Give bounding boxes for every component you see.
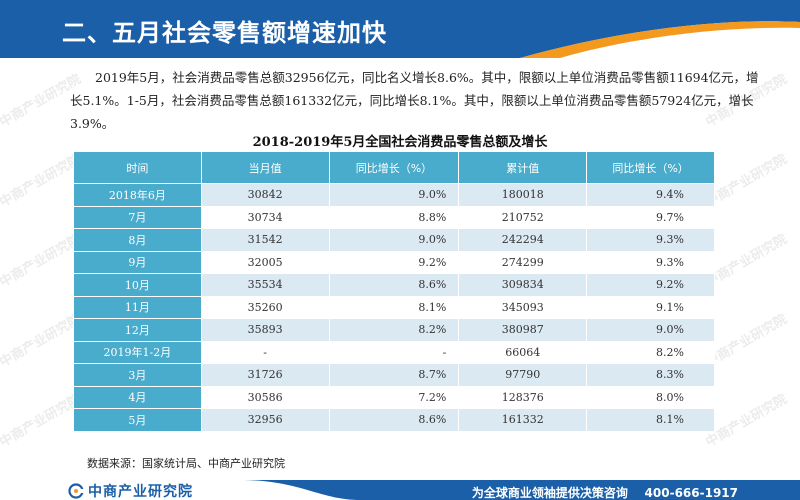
row-time: 12月	[73, 318, 202, 342]
row-cumulative: 274299	[458, 250, 588, 274]
row-time: 8月	[73, 228, 202, 252]
row-cumulative-yoy: 9.7%	[586, 205, 715, 229]
row-time: 4月	[73, 385, 202, 409]
row-time: 9月	[73, 250, 202, 274]
table-row: 2018年6月 30842 9.0% 180018 9.4%	[73, 183, 715, 207]
row-cumulative-yoy: 9.0%	[586, 318, 715, 342]
row-month-yoy: 9.0%	[328, 183, 460, 207]
row-month-value: 35893	[200, 318, 330, 342]
footer-logo: 中商产业研究院	[68, 482, 193, 500]
body-paragraph: 2019年5月，社会消费品零售总额32956亿元，同比名义增长8.6%。其中，限…	[70, 66, 770, 135]
row-month-value: 32005	[200, 250, 330, 274]
row-cumulative-yoy: 8.2%	[586, 340, 715, 364]
row-month-value: 35534	[200, 273, 330, 297]
row-cumulative: 380987	[458, 318, 588, 342]
row-time: 11月	[73, 295, 202, 319]
col-header-month-value: 当月值	[200, 151, 330, 184]
row-cumulative: 97790	[458, 363, 588, 387]
col-header-cumulative-yoy: 同比增长（%）	[586, 151, 715, 184]
row-month-value: 31726	[200, 363, 330, 387]
logo-icon	[68, 482, 84, 499]
row-cumulative-yoy: 9.2%	[586, 273, 715, 297]
row-time: 7月	[73, 205, 202, 229]
row-month-yoy: 8.1%	[328, 295, 460, 319]
table-row: 2019年1-2月 - -66064 8.2%	[73, 340, 715, 364]
row-cumulative: 309834	[458, 273, 588, 297]
row-month-value: 30842	[200, 183, 330, 207]
row-month-yoy: 7.2%	[328, 385, 460, 409]
row-cumulative: 180018	[458, 183, 588, 207]
row-month-value: 31542	[200, 228, 330, 252]
row-month-value: 35260	[200, 295, 330, 319]
table-caption: 2018-2019年5月全国社会消费品零售总额及增长	[252, 135, 548, 150]
row-month-value: 30586	[200, 385, 330, 409]
row-cumulative: 128376	[458, 385, 588, 409]
row-time: 2019年1-2月	[73, 340, 202, 364]
row-cumulative-yoy: 8.0%	[586, 385, 715, 409]
row-cumulative-yoy: 9.4%	[586, 183, 715, 207]
col-header-month-yoy: 同比增长（%）	[328, 151, 460, 184]
row-cumulative-yoy: 8.3%	[586, 363, 715, 387]
table-row: 7月 30734 8.8% 210752 9.7%	[73, 205, 715, 229]
table-body: 2018年6月 30842 9.0% 180018 9.4% 7月 30734 8.8% 210…	[73, 183, 715, 432]
watermark: 中商产业研究院	[0, 311, 84, 371]
row-month-yoy: 8.6%	[328, 273, 460, 297]
footer-accent	[0, 480, 360, 500]
row-time: 5月	[73, 408, 202, 432]
logo-text: 中商产业研究院	[88, 483, 193, 500]
table-row: 5月 32956 8.6% 161332 8.1%	[73, 408, 715, 432]
row-month-yoy: 8.7%	[328, 363, 460, 387]
table-row: 11月 35260 8.1% 345093 9.1%	[73, 295, 715, 319]
paragraph-text: 2019年5月，社会消费品零售总额32956亿元，同比名义增长8.6%。其中，限…	[70, 70, 759, 131]
table-row: 9月 32005 9.2% 274299 9.3%	[73, 250, 715, 274]
row-cumulative-yoy: 9.3%	[586, 228, 715, 252]
row-cumulative-yoy: 9.3%	[586, 250, 715, 274]
row-cumulative-yoy: 8.1%	[586, 408, 715, 432]
row-month-value: 30734	[200, 205, 330, 229]
row-cumulative: 66064	[458, 340, 588, 364]
header-banner: 二、五月社会零售额增速加快	[0, 0, 800, 58]
table-header-row: 时间 当月值 同比增长（%） 累计值 同比增长（%）	[73, 151, 715, 184]
col-header-cumulative: 累计值	[458, 151, 588, 184]
row-month-yoy: -	[328, 340, 460, 364]
row-month-value: 32956	[200, 408, 330, 432]
row-time: 10月	[73, 273, 202, 297]
table-row: 10月 35534 8.6% 309834 9.2%	[73, 273, 715, 297]
table-row: 4月 30586 7.2% 128376 8.0%	[73, 385, 715, 409]
page-title: 二、五月社会零售额增速加快	[62, 19, 387, 47]
col-header-time: 时间	[73, 151, 202, 184]
header-background	[0, 0, 800, 58]
row-month-yoy: 9.2%	[328, 250, 460, 274]
row-time: 3月	[73, 363, 202, 387]
table-row: 8月 31542 9.0% 242294 9.3%	[73, 228, 715, 252]
watermark: 中商产业研究院	[0, 391, 84, 451]
row-month-yoy: 9.0%	[328, 228, 460, 252]
row-cumulative: 345093	[458, 295, 588, 319]
row-cumulative: 161332	[458, 408, 588, 432]
row-month-yoy: 8.8%	[328, 205, 460, 229]
data-source: 数据来源：国家统计局、中商产业研究院	[87, 457, 285, 470]
row-cumulative: 210752	[458, 205, 588, 229]
watermark: 中商产业研究院	[0, 151, 84, 211]
row-cumulative: 242294	[458, 228, 588, 252]
footer-slogan: 为全球商业领袖提供决策咨询 400-666-1917	[471, 486, 738, 500]
table-row: 3月 31726 8.7% 97790 8.3%	[73, 363, 715, 387]
row-month-yoy: 8.6%	[328, 408, 460, 432]
row-time: 2018年6月	[73, 183, 202, 207]
retail-sales-table: 时间 当月值 同比增长（%） 累计值 同比增长（%） 2018年6月 30842 9…	[73, 151, 715, 432]
table-row: 12月 35893 8.2% 380987 9.0%	[73, 318, 715, 342]
row-cumulative-yoy: 9.1%	[586, 295, 715, 319]
row-month-value: -	[200, 340, 330, 364]
row-month-yoy: 8.2%	[328, 318, 460, 342]
watermark: 中商产业研究院	[0, 231, 84, 291]
